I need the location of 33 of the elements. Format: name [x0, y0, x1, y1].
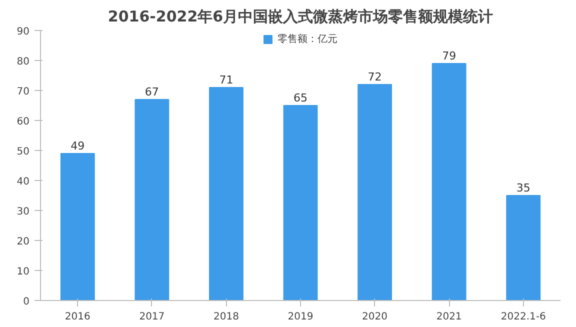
y-tick-label: 10 [16, 266, 30, 278]
legend-label: 零售额：亿元 [278, 32, 338, 46]
y-tick-label: 0 [23, 296, 30, 308]
x-tick-label: 2019 [288, 312, 314, 322]
data-label: 71 [219, 74, 234, 86]
bar [209, 87, 244, 300]
data-label: 35 [516, 182, 530, 194]
y-tick-label: 30 [16, 206, 30, 218]
data-label: 65 [294, 92, 308, 104]
y-tick-label: 80 [16, 56, 30, 68]
bar [506, 195, 541, 300]
bar [283, 105, 318, 300]
y-tick-label: 50 [16, 146, 30, 158]
y-tick-label: 40 [16, 176, 30, 188]
data-label: 49 [70, 140, 85, 152]
bar [134, 99, 170, 300]
x-tick-label: 2016 [64, 312, 90, 322]
data-label: 79 [442, 50, 456, 62]
y-tick-label: 90 [16, 26, 30, 38]
chart-title: 2016-2022年6月中国嵌入式微蒸烤市场零售额规模统计 [108, 8, 494, 26]
data-label: 72 [368, 70, 382, 84]
data-label: 67 [144, 86, 159, 98]
y-tick-label: 70 [16, 86, 30, 98]
x-tick-label: 2017 [139, 312, 165, 322]
y-tick-label: 60 [16, 116, 30, 128]
x-tick-label: 2018 [213, 312, 239, 322]
bar [358, 84, 392, 300]
x-tick-label: 2022.1-6 [500, 312, 546, 322]
bar [432, 63, 466, 300]
x-tick-label: 2021 [436, 312, 462, 322]
y-tick-label: 20 [16, 236, 30, 248]
bar [60, 153, 95, 300]
x-tick-label: 2020 [362, 312, 388, 322]
